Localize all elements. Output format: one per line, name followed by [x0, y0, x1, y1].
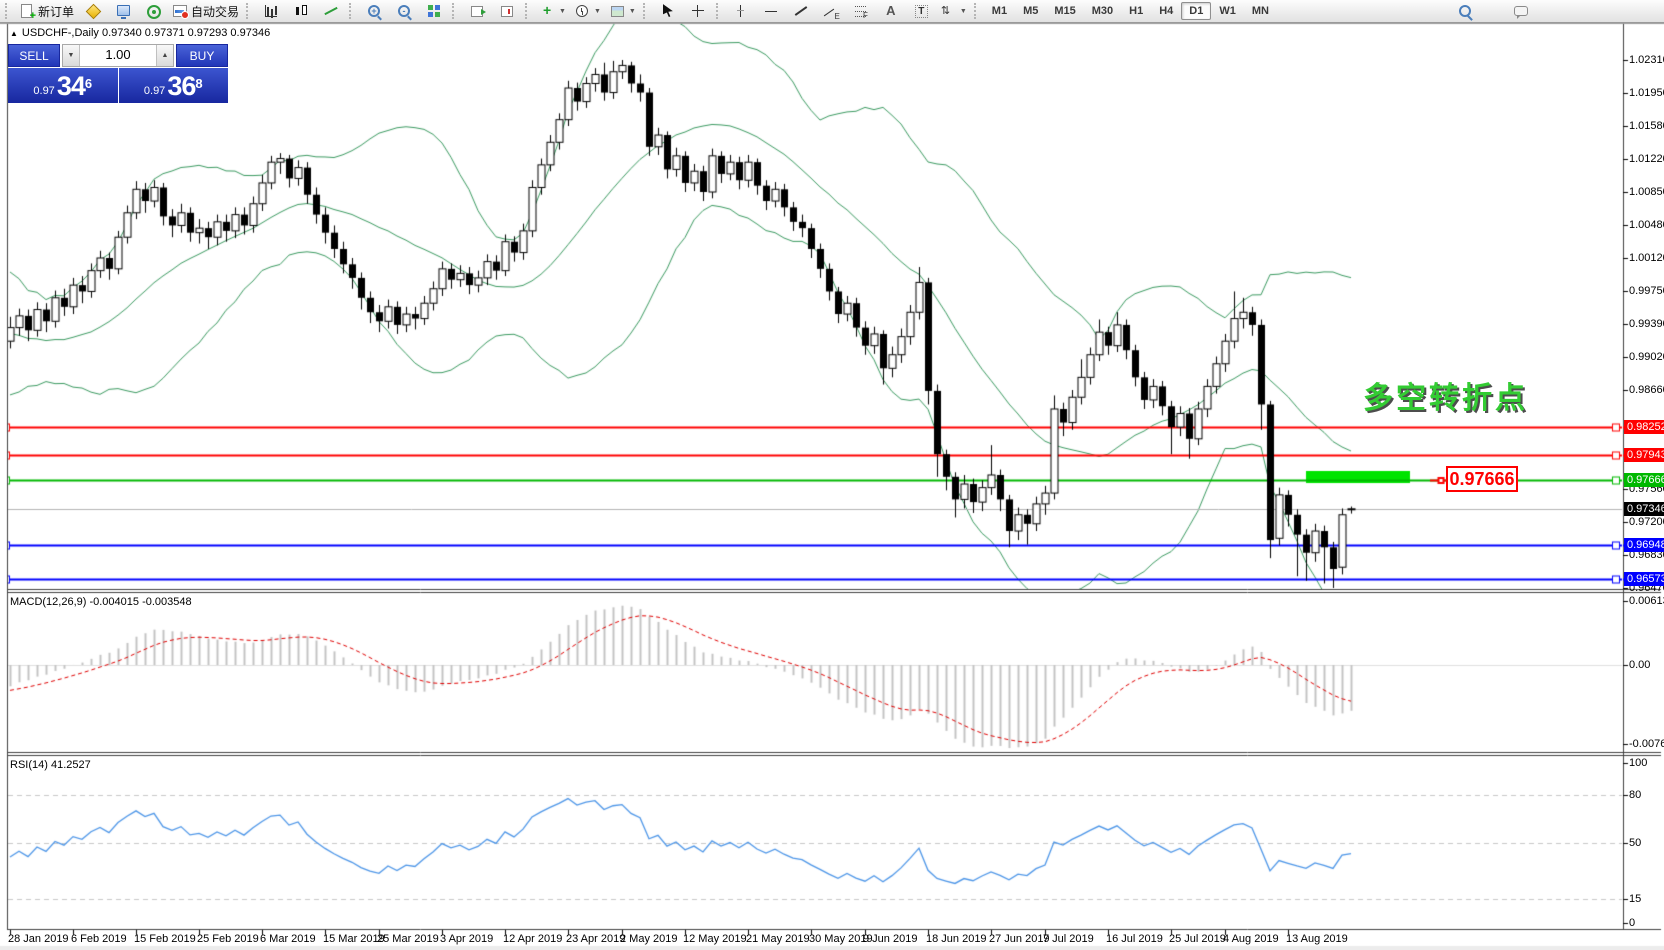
timeframe-d1-button[interactable]: D1: [1181, 2, 1212, 20]
periods-button[interactable]: ▼: [570, 0, 605, 22]
line-chart-icon: [323, 3, 339, 19]
toolbar-grip: [452, 3, 458, 19]
bar-chart-button[interactable]: [256, 0, 286, 22]
zoom-in-icon: +: [366, 3, 382, 19]
strategy-tester-button[interactable]: [138, 0, 168, 22]
sell-button[interactable]: SELL: [8, 44, 60, 67]
trendline-button[interactable]: [786, 0, 816, 22]
bar-chart-icon: [263, 3, 279, 19]
one-click-trading-panel: SELL ▼ 1.00 ▲ BUY 0.97 34 6 0.97 36 8: [8, 44, 228, 103]
toolbar-grip: [349, 3, 355, 19]
vertical-line-icon: [733, 3, 749, 19]
metaeditor-button[interactable]: [78, 0, 108, 22]
candlestick-chart-button[interactable]: [286, 0, 316, 22]
timeframe-m5-button[interactable]: M5: [1023, 5, 1039, 17]
timeframe-m30-button[interactable]: M30: [1091, 5, 1114, 17]
cursor-button[interactable]: [653, 0, 683, 22]
vertical-line-button[interactable]: [726, 0, 756, 22]
equidistant-channel-button[interactable]: [816, 0, 846, 22]
search-icon: [1457, 3, 1473, 19]
timeframe-bar: M1 M5 M15 M30 H1 H4 D1 W1 MN: [984, 2, 1277, 20]
add-indicator-button[interactable]: + ▼: [535, 0, 570, 22]
toolbar-grip: [715, 3, 722, 19]
buy-price-pip: 8: [195, 76, 203, 91]
chart-title-text: USDCHF-,Daily 0.97340 0.97371 0.97293 0.…: [21, 27, 271, 39]
volume-control: ▼ 1.00 ▲: [62, 44, 174, 67]
autotrading-button[interactable]: 自动交易: [168, 0, 243, 22]
arrows-button[interactable]: ⇅ ▼: [940, 5, 967, 17]
terminal-button[interactable]: [108, 0, 138, 22]
timeframe-h4-button[interactable]: H4: [1159, 5, 1174, 17]
sell-price-button[interactable]: 0.97 34 6: [8, 68, 118, 103]
auto-scroll-button[interactable]: [462, 0, 492, 22]
new-order-button[interactable]: 新订单: [15, 0, 78, 22]
line-chart-button[interactable]: [316, 0, 346, 22]
timeframe-m15-button[interactable]: M15: [1054, 5, 1076, 17]
tile-windows-icon: [426, 3, 442, 19]
toolbar-grip: [973, 3, 980, 19]
sell-price-main: 34: [56, 71, 86, 101]
fibonacci-icon: [853, 3, 869, 20]
tile-windows-button[interactable]: [419, 0, 449, 22]
new-order-label: 新订单: [38, 4, 75, 19]
buy-price-main: 36: [167, 71, 196, 101]
timeframe-w1-button[interactable]: W1: [1219, 5, 1236, 17]
trendline-icon: [793, 3, 809, 19]
collapse-panel-arrow-icon[interactable]: ▲: [10, 29, 18, 38]
cursor-icon: [660, 3, 676, 19]
timeframe-mn-button[interactable]: MN: [1251, 5, 1269, 17]
zoom-out-button[interactable]: -: [389, 0, 419, 22]
toolbar: 新订单 自动交易 + - +▼ ▼ ▼: [0, 0, 1664, 23]
search-button[interactable]: [1450, 0, 1480, 22]
text-label-button[interactable]: T: [906, 0, 936, 22]
price-level-text-box[interactable]: 0.97666: [1446, 466, 1518, 492]
metaeditor-icon: [85, 3, 102, 20]
toolbar-grip: [5, 3, 11, 19]
add-indicator-icon: +: [542, 2, 552, 18]
crosshair-icon: [690, 3, 706, 19]
strategy-tester-icon: [145, 3, 162, 19]
auto-scroll-icon: [469, 3, 487, 19]
sell-price-pip: 6: [84, 76, 93, 91]
candlestick-chart-icon: [293, 3, 309, 19]
text-label-icon: T: [913, 3, 929, 19]
horizontal-line-button[interactable]: [756, 0, 786, 22]
chart-shift-icon: [499, 3, 515, 19]
templates-button[interactable]: ▼: [605, 0, 640, 22]
zoom-out-icon: -: [396, 3, 412, 19]
autotrading-icon: [172, 3, 190, 19]
new-order-icon: [19, 3, 36, 22]
text-button[interactable]: A: [876, 0, 906, 22]
timeframe-h1-button[interactable]: H1: [1129, 5, 1144, 17]
chat-icon: [1513, 3, 1529, 19]
chat-button[interactable]: [1506, 0, 1536, 22]
templates-icon: [609, 3, 625, 19]
toolbar-grip: [525, 3, 531, 19]
buy-price-prefix: 0.97: [143, 85, 166, 97]
toolbar-grip: [642, 3, 649, 19]
fibonacci-button[interactable]: [846, 0, 876, 22]
horizontal-line-icon: [763, 3, 779, 19]
text-icon: A: [886, 3, 896, 18]
chart-title: ▲ USDCHF-,Daily 0.97340 0.97371 0.97293 0…: [10, 27, 270, 39]
timeframe-m1-button[interactable]: M1: [991, 5, 1008, 17]
sell-price-prefix: 0.97: [33, 85, 55, 97]
zoom-in-button[interactable]: +: [359, 0, 389, 22]
periods-icon: [574, 3, 590, 19]
arrows-icon: ⇅: [940, 5, 951, 17]
buy-button[interactable]: BUY: [176, 44, 228, 67]
buy-price-button[interactable]: 0.97 36 8: [118, 68, 228, 103]
equidistant-channel-icon: [823, 3, 839, 21]
chart-annotation-text[interactable]: 多空转折点: [1363, 382, 1528, 415]
autotrading-label: 自动交易: [191, 4, 240, 19]
crosshair-button[interactable]: [683, 0, 713, 22]
chart-shift-button[interactable]: [492, 0, 522, 22]
volume-up-button[interactable]: ▲: [156, 45, 173, 66]
volume-input[interactable]: 1.00: [105, 47, 131, 62]
terminal-icon: [115, 3, 131, 19]
toolbar-grip: [246, 3, 252, 19]
volume-down-button[interactable]: ▼: [63, 45, 80, 66]
